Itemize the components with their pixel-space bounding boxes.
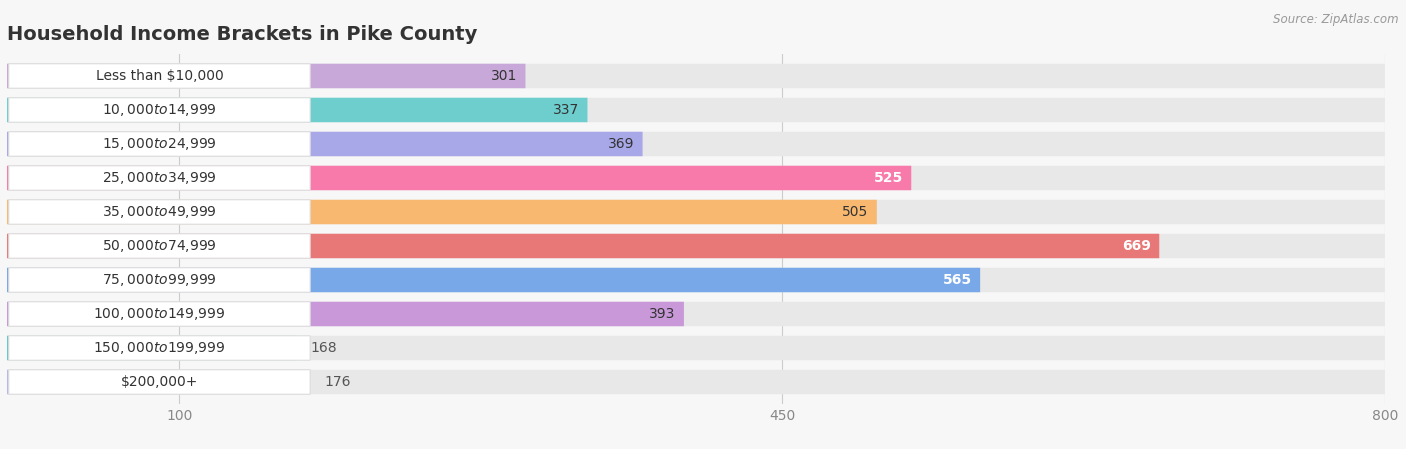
Text: 369: 369 bbox=[607, 137, 634, 151]
FancyBboxPatch shape bbox=[7, 64, 1385, 88]
FancyBboxPatch shape bbox=[7, 370, 1385, 394]
FancyBboxPatch shape bbox=[7, 166, 911, 190]
FancyBboxPatch shape bbox=[7, 268, 980, 292]
FancyBboxPatch shape bbox=[8, 370, 311, 394]
FancyBboxPatch shape bbox=[7, 336, 297, 360]
FancyBboxPatch shape bbox=[7, 336, 1385, 360]
FancyBboxPatch shape bbox=[7, 234, 1160, 258]
Text: $25,000 to $34,999: $25,000 to $34,999 bbox=[103, 170, 217, 186]
FancyBboxPatch shape bbox=[8, 132, 311, 156]
FancyBboxPatch shape bbox=[7, 166, 1385, 190]
Text: Source: ZipAtlas.com: Source: ZipAtlas.com bbox=[1274, 13, 1399, 26]
FancyBboxPatch shape bbox=[8, 336, 311, 360]
Text: $200,000+: $200,000+ bbox=[121, 375, 198, 389]
FancyBboxPatch shape bbox=[7, 64, 526, 88]
Text: 505: 505 bbox=[842, 205, 869, 219]
FancyBboxPatch shape bbox=[8, 302, 311, 326]
Text: $100,000 to $149,999: $100,000 to $149,999 bbox=[93, 306, 226, 322]
Text: 301: 301 bbox=[491, 69, 517, 83]
FancyBboxPatch shape bbox=[7, 234, 1385, 258]
Text: $50,000 to $74,999: $50,000 to $74,999 bbox=[103, 238, 217, 254]
FancyBboxPatch shape bbox=[7, 132, 1385, 156]
FancyBboxPatch shape bbox=[7, 302, 683, 326]
Text: 525: 525 bbox=[873, 171, 903, 185]
FancyBboxPatch shape bbox=[8, 200, 311, 224]
FancyBboxPatch shape bbox=[7, 132, 643, 156]
FancyBboxPatch shape bbox=[7, 370, 311, 394]
FancyBboxPatch shape bbox=[7, 268, 1385, 292]
FancyBboxPatch shape bbox=[8, 234, 311, 258]
FancyBboxPatch shape bbox=[8, 98, 311, 122]
FancyBboxPatch shape bbox=[7, 98, 1385, 122]
Text: $15,000 to $24,999: $15,000 to $24,999 bbox=[103, 136, 217, 152]
Text: $10,000 to $14,999: $10,000 to $14,999 bbox=[103, 102, 217, 118]
FancyBboxPatch shape bbox=[8, 64, 311, 88]
FancyBboxPatch shape bbox=[8, 166, 311, 190]
FancyBboxPatch shape bbox=[7, 302, 1385, 326]
Text: 337: 337 bbox=[553, 103, 579, 117]
Text: 565: 565 bbox=[942, 273, 972, 287]
Text: 669: 669 bbox=[1122, 239, 1150, 253]
Text: $150,000 to $199,999: $150,000 to $199,999 bbox=[93, 340, 226, 356]
FancyBboxPatch shape bbox=[7, 200, 877, 224]
Text: 176: 176 bbox=[323, 375, 350, 389]
Text: $35,000 to $49,999: $35,000 to $49,999 bbox=[103, 204, 217, 220]
Text: $75,000 to $99,999: $75,000 to $99,999 bbox=[103, 272, 217, 288]
FancyBboxPatch shape bbox=[8, 268, 311, 292]
FancyBboxPatch shape bbox=[7, 98, 588, 122]
FancyBboxPatch shape bbox=[7, 200, 1385, 224]
Text: 393: 393 bbox=[650, 307, 675, 321]
Text: Less than $10,000: Less than $10,000 bbox=[96, 69, 224, 83]
Text: Household Income Brackets in Pike County: Household Income Brackets in Pike County bbox=[7, 25, 478, 44]
Text: 168: 168 bbox=[311, 341, 337, 355]
